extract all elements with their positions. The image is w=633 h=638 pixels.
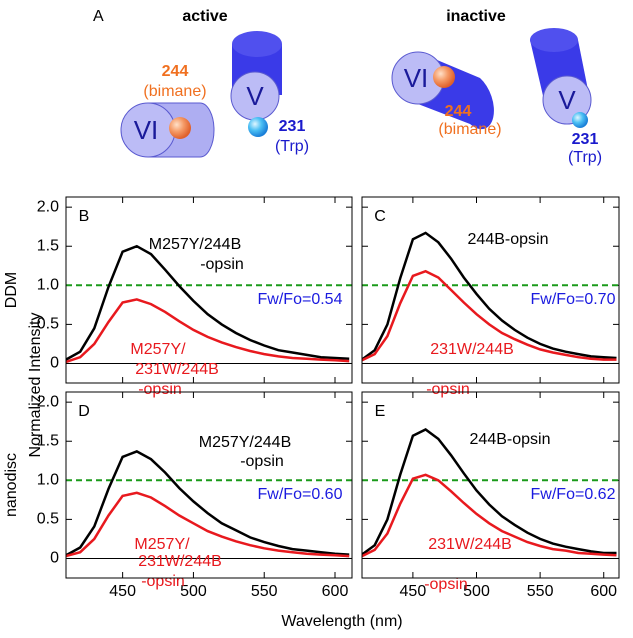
helix-v-end [542,75,592,125]
chart-panel: 0 0.5 1.0 1.5 2.0 450 500 550 600 M257Y/244B -opsi… [37,391,353,600]
helix-label: V [246,81,264,111]
spectrum-line [362,269,617,362]
series-label: M257Y/ [134,536,190,553]
chart-panel: 244B-opsin 231W/244B -opsin Fw/Fo=0.70 C [361,196,620,398]
site-label: (bimane) [143,83,206,100]
y-tick-label: 1.0 [37,277,59,294]
spectrum-line [362,473,617,558]
annotation: Fw/Fo=0.60 [258,486,343,503]
series-label: 244B-opsin [468,231,549,248]
x-tick-label: 600 [322,583,349,600]
panel-label: B [79,208,90,225]
trp-ball [248,117,268,137]
series-label: 231W/244B [430,341,514,358]
y-tick-label: 0 [50,355,59,372]
annotation: Fw/Fo=0.70 [531,291,616,308]
panel-label: A [93,8,104,25]
panel-a: A active VI 244 (bimane) V 231 (Trp) [93,8,309,158]
helix-label: VI [404,63,429,93]
series-label: 244B-opsin [470,431,551,448]
spectrum-line [66,244,350,361]
x-tick-label: 550 [527,583,554,600]
y-tick-label: 0.5 [37,511,59,528]
site-label: (Trp) [275,138,309,155]
site-number: 244 [445,103,472,120]
series-label: -opsin [138,381,182,398]
x-axis-label: Wavelength (nm) [281,613,402,630]
helix-v-top [530,28,578,52]
helix-label: VI [134,115,159,145]
series-label: 231W/244B [428,536,512,553]
series-label: M257Y/244B [199,434,292,451]
y-axis-label: Normalized Intensity [27,313,44,458]
spectrum-line [66,491,350,558]
panel-a-inactive: inactive VI 244 (bimane) V 231 (Trp) [391,8,602,166]
series-label: -opsin [426,381,470,398]
plot-frame [361,391,620,579]
x-tick-label: 450 [109,583,136,600]
panel-label: C [374,208,386,225]
helix-label: V [558,85,576,115]
trp-ball [572,112,588,128]
x-tick-label: 600 [590,583,617,600]
series-label: -opsin [240,453,284,470]
plot-frame [65,391,353,579]
bimane-ball [169,117,191,139]
site-label: (bimane) [438,121,501,138]
chart-panel: 450 500 550 600 244B-opsin 231W/244B -opsin Fw/… [361,391,620,600]
spectrum-line [362,231,617,361]
x-tick-label: 500 [180,583,207,600]
site-label: (Trp) [568,149,602,166]
panel-label: E [375,403,386,420]
y-tick-label: 1.0 [37,472,59,489]
site-number: 231 [279,118,306,135]
series-label: -opsin [200,256,244,273]
series-label: 231W/244B [135,361,219,378]
chart-panel: 0 0.5 1.0 1.5 2.0 M257Y/244B -opsin M257Y/231W/… [37,196,353,398]
row-label: nanodisc [3,453,20,517]
y-tick-label: 1.5 [37,237,59,254]
plot-frame [65,196,353,384]
helix-v-top [232,31,282,57]
series-label: -opsin [141,573,185,590]
state-title: inactive [446,8,506,25]
y-tick-label: 0.5 [37,316,59,333]
series-label: M257Y/ [130,341,186,358]
spectrum-line [66,298,350,364]
site-number: 231 [572,131,599,148]
series-label: -opsin [424,576,468,593]
state-title: active [182,8,227,25]
x-tick-label: 550 [251,583,278,600]
bimane-ball [433,66,455,88]
x-tick-label: 500 [463,583,490,600]
y-tick-label: 1.5 [37,432,59,449]
spectrum-line [362,428,617,556]
y-tick-label: 2.0 [37,198,59,215]
panel-label: D [78,403,90,420]
spectrum-line [66,450,350,557]
annotation: Fw/Fo=0.54 [258,291,343,308]
x-tick-label: 450 [400,583,427,600]
y-tick-label: 2.0 [37,393,59,410]
plot-frame [361,196,620,384]
annotation: Fw/Fo=0.62 [531,486,616,503]
series-label: 231W/244B [138,553,222,570]
site-number: 244 [162,63,189,80]
series-label: M257Y/244B [149,236,242,253]
y-tick-label: 0 [50,550,59,567]
row-label: DDM [3,272,20,308]
